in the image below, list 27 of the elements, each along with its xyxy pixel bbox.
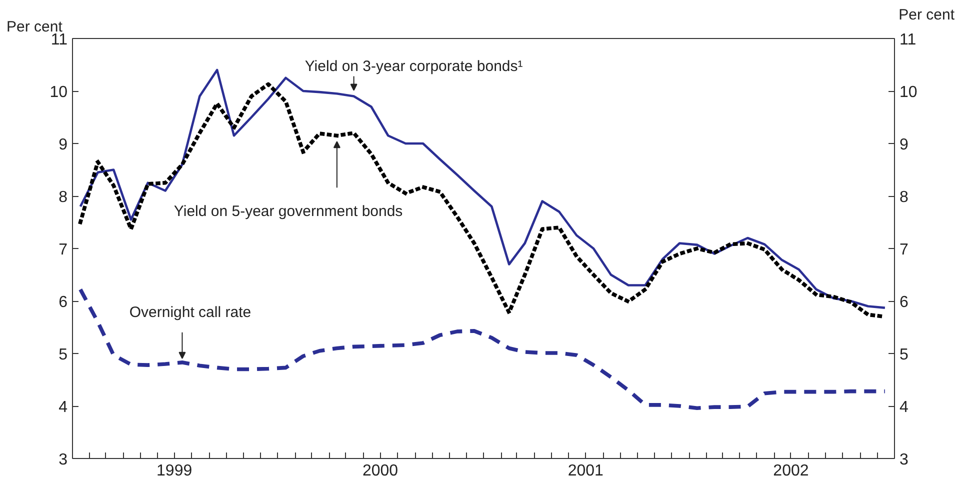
x-tick-label: 1999 [156,462,192,480]
y-tick-label: 6 [58,294,68,311]
y-tick-label: 11 [50,32,68,48]
y2-tick-label: 7 [900,242,908,258]
y2-tick-label: 5 [900,346,908,364]
y2-tick-label: 6 [900,294,908,311]
y2-tick-label: 9 [900,136,908,154]
y-tick-label: 4 [58,399,68,416]
y-tick-label: 3 [58,452,68,468]
series-label: Yield on 5-year government bonds [174,203,403,220]
y2-tick-label: 4 [900,399,908,416]
y-tick-label: 10 [50,84,68,101]
x-tick-label: 2002 [773,462,809,480]
y2-axis-title: Per cent [898,6,956,24]
y-tick-label: 9 [58,136,68,154]
y-tick-label: 8 [58,189,68,206]
y2-tick-label: 3 [900,452,908,468]
y-tick-label: 7 [58,242,68,258]
series-label: Overnight call rate [129,304,252,321]
series-label: Yield on 3-year corporate bonds¹ [304,58,523,75]
y2-tick-label: 11 [900,32,916,48]
x-tick-label: 2001 [568,462,604,480]
x-tick-label: 2000 [362,462,398,480]
y2-tick-label: 10 [900,84,918,101]
y2-tick-label: 8 [900,189,908,206]
y-tick-label: 5 [58,346,68,364]
line-series [78,288,887,410]
